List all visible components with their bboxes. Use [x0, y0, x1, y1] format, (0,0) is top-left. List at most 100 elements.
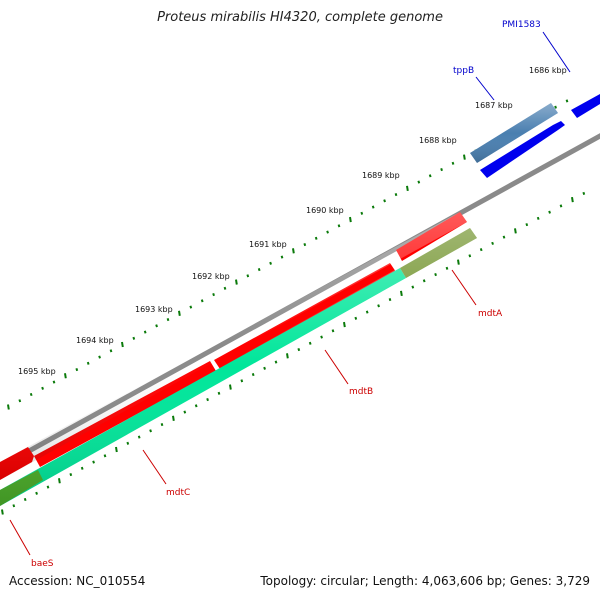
- inner-tick-major: [457, 259, 460, 265]
- outer-tick-minor: [41, 386, 44, 390]
- leader-tppb: [475, 76, 495, 101]
- outer-tick-minor: [75, 367, 79, 372]
- green-band-shade: [0, 228, 477, 506]
- scale-label: 1689 kbp: [362, 171, 400, 180]
- outer-tick-minor: [29, 392, 33, 397]
- outer-tick-minor: [246, 274, 250, 278]
- outer-tick-major: [406, 185, 409, 192]
- inner-tick-major: [1, 509, 4, 515]
- outer-tick-major: [121, 341, 124, 348]
- inner-tick-minor: [274, 360, 278, 364]
- inner-tick-minor: [582, 191, 586, 195]
- inner-tick-minor: [217, 391, 221, 395]
- outer-tick-minor: [166, 317, 170, 322]
- inner-tick-minor: [365, 310, 369, 314]
- inner-tick-major: [172, 415, 175, 421]
- outer-tick-minor: [314, 236, 318, 240]
- inner-tick-minor: [46, 485, 50, 489]
- scale-label: 1690 kbp: [306, 206, 344, 215]
- feature-pmi1583-arrow[interactable]: [480, 121, 565, 178]
- outer-tick-minor: [132, 336, 136, 340]
- outer-tick-minor: [554, 105, 557, 109]
- inner-tick-minor: [206, 397, 209, 402]
- inner-tick-minor: [548, 210, 551, 214]
- accession-text: Accession: NC_010554: [9, 574, 146, 588]
- outer-tick-minor: [98, 355, 101, 359]
- inner-tick-major: [229, 384, 232, 390]
- feature-red-segment-2[interactable]: [34, 361, 216, 467]
- feature-red-segment-3[interactable]: [214, 263, 396, 369]
- outer-tick-major: [349, 216, 352, 223]
- inner-tick-minor: [536, 216, 540, 220]
- gene-labels: PMI1583 tppB mdtA mdtB mdtC baeS: [31, 20, 541, 569]
- tick-marks-inner: [1, 191, 586, 515]
- scale-label: 1695 kbp: [18, 367, 56, 376]
- outer-tick-minor: [109, 349, 113, 353]
- outer-tick-major: [64, 373, 67, 379]
- inner-tick-major: [343, 321, 346, 328]
- outer-tick-minor: [440, 168, 443, 172]
- inner-tick-major: [571, 196, 574, 203]
- scale-label: 1688 kbp: [419, 136, 457, 145]
- inner-tick-major: [514, 228, 517, 234]
- outer-tick-minor: [200, 299, 204, 303]
- cds-features: [0, 212, 477, 506]
- outer-tick-major: [463, 154, 466, 160]
- feature-tppb-shade: [470, 103, 558, 163]
- outer-tick-minor: [428, 174, 432, 178]
- inner-tick-minor: [354, 316, 358, 320]
- inner-tick-minor: [468, 254, 472, 258]
- leader-mdta: [451, 269, 477, 306]
- outer-tick-minor: [383, 199, 386, 203]
- inner-tick-major: [115, 446, 118, 453]
- outer-tick-minor: [212, 292, 215, 297]
- scale-label: 1686 kbp: [529, 66, 567, 75]
- outer-tick-minor: [417, 180, 421, 184]
- gene-label-mdtc[interactable]: mdtC: [166, 488, 190, 498]
- scale-tick-labels: 1686 kbp 1687 kbp 1688 kbp 1689 kbp 1690 kbp…: [18, 66, 567, 376]
- inner-tick-minor: [308, 341, 312, 345]
- outer-tick-minor: [52, 380, 56, 384]
- red-band-shade: [0, 212, 467, 480]
- inner-tick-minor: [445, 266, 449, 270]
- inner-tick-minor: [80, 466, 84, 470]
- inner-tick-minor: [240, 379, 244, 383]
- inner-tick-minor: [160, 422, 164, 427]
- inner-tick-minor: [12, 504, 16, 508]
- forward-strand-features: [470, 94, 600, 178]
- inner-tick-minor: [297, 348, 301, 352]
- outer-tick-minor: [337, 224, 341, 228]
- gene-label-baes[interactable]: baeS: [31, 559, 54, 569]
- inner-tick-minor: [320, 335, 323, 339]
- scale-label: 1687 kbp: [475, 101, 513, 110]
- gene-label-tppb[interactable]: tppB: [453, 66, 474, 76]
- outer-tick-minor: [360, 211, 364, 215]
- outer-tick-minor: [143, 330, 147, 334]
- inner-tick-minor: [388, 298, 392, 302]
- inner-tick-minor: [525, 223, 529, 227]
- outer-tick-minor: [269, 261, 272, 265]
- outer-tick-minor: [155, 324, 158, 328]
- inner-tick-minor: [502, 235, 506, 239]
- outer-tick-minor: [326, 230, 329, 234]
- gene-label-pmi1583[interactable]: PMI1583: [502, 20, 541, 30]
- gene-label-mdtb[interactable]: mdtB: [349, 387, 373, 397]
- leader-baes: [9, 519, 31, 556]
- inner-tick-minor: [149, 429, 152, 433]
- outer-tick-major: [178, 310, 181, 316]
- outer-tick-minor: [18, 399, 22, 403]
- inner-tick-minor: [137, 435, 141, 439]
- inner-tick-major: [58, 478, 61, 484]
- leader-mdtc: [142, 449, 167, 485]
- feature-pmi1583[interactable]: [571, 94, 600, 118]
- inner-tick-minor: [411, 285, 415, 289]
- outer-tick-minor: [280, 255, 284, 259]
- inner-tick-minor: [434, 273, 437, 277]
- inner-tick-minor: [251, 373, 255, 377]
- inner-tick-minor: [479, 248, 483, 252]
- inner-tick-minor: [263, 366, 266, 370]
- inner-tick-minor: [422, 279, 426, 283]
- outer-tick-minor: [565, 99, 569, 103]
- gene-label-mdta[interactable]: mdtA: [478, 309, 503, 319]
